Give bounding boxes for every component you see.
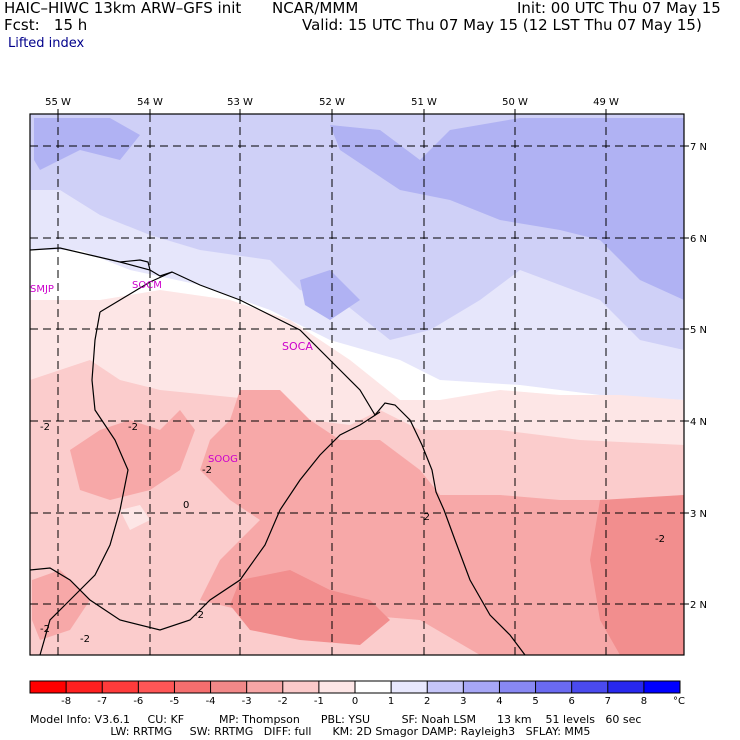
map-frame [29, 113, 685, 656]
legend-tick-label: -4 [206, 696, 216, 707]
border-west [39, 311, 129, 655]
legend-swatch [535, 681, 573, 693]
field-shading [30, 114, 684, 655]
agency-label: NCAR/MMM [272, 0, 359, 17]
shade-pink-4b [590, 495, 684, 655]
legend-tick-label: -8 [61, 696, 71, 707]
legend-swatch [571, 681, 609, 693]
legend-swatch [643, 681, 681, 693]
footer-model-info: Model Info: V3.6.1 CU: KF MP: Thompson P… [30, 713, 642, 726]
lat-label: 3 N [690, 509, 707, 520]
model-title: HAIC–HIWC 13km ARW–GFS init [4, 0, 242, 17]
legend-tick-label: -6 [133, 696, 143, 707]
shade-white-pocket [120, 505, 150, 530]
contour-label: -2 [420, 512, 430, 523]
lat-label: 7 N [690, 142, 707, 153]
legend-tick-label: 7 [605, 696, 611, 707]
lon-label: 54 W [137, 97, 163, 108]
border-inland [30, 411, 381, 631]
contour-labels: -2 -2 -2 -2 -2 -2 -2 -2 0 [40, 422, 665, 645]
lat-label: 6 N [690, 234, 707, 245]
legend-tick-label: 1 [388, 696, 394, 707]
footer-physics: LW: RRTMG SW: RRTMG DIFF: full KM: 2D Sm… [30, 725, 591, 738]
lon-label: 55 W [45, 97, 71, 108]
shade-pink-4 [230, 570, 390, 645]
shade-blue-3c [300, 270, 360, 320]
legend-swatch [499, 681, 537, 693]
contour-label: -2 [40, 422, 50, 433]
legend-tick-label: 6 [568, 696, 574, 707]
tick-marks [57, 109, 689, 605]
legend-tick-label: -7 [97, 696, 107, 707]
legend-tick-label: -1 [314, 696, 324, 707]
legend-swatch [463, 681, 500, 693]
legend-swatch [318, 681, 356, 693]
coastline [30, 247, 526, 655]
lon-labels: 55 W 54 W 53 W 52 W 51 W 50 W 49 W [45, 97, 619, 108]
shade-pink-3b [70, 410, 195, 500]
lon-label: 51 W [411, 97, 437, 108]
color-legend [29, 680, 681, 694]
contour-label: -2 [655, 534, 665, 545]
lat-label: 4 N [690, 417, 707, 428]
legend-swatch [210, 681, 248, 693]
legend-tick-label: 8 [641, 696, 647, 707]
legend-tick-label: -2 [278, 696, 288, 707]
legend-tick-label: -5 [169, 696, 179, 707]
init-time: Init: 00 UTC Thu 07 May 15 [517, 0, 721, 17]
legend-swatch [174, 681, 212, 693]
shade-blue-3 [330, 118, 684, 300]
legend-swatch [282, 681, 320, 693]
legend-tick-label: 0 [352, 696, 358, 707]
contour-label: -2 [194, 610, 204, 621]
lat-label: 2 N [690, 600, 707, 611]
legend-swatch [138, 681, 175, 693]
legend-unit: °C [673, 696, 685, 707]
legend-tick-label: 3 [460, 696, 466, 707]
contour-label: 0 [183, 500, 189, 511]
borders [30, 247, 526, 655]
legend-swatch [607, 681, 645, 693]
legend-swatch [66, 681, 103, 693]
contour-label: -2 [80, 634, 90, 645]
valid-time: Valid: 15 UTC Thu 07 May 15 (12 LST Thu … [302, 16, 702, 34]
border-coast-link [99, 271, 173, 313]
legend-swatch [427, 681, 464, 693]
legend-tick-label: 2 [424, 696, 430, 707]
legend-swatch [391, 681, 428, 693]
lat-labels: 7 N 6 N 5 N 4 N 3 N 2 N [690, 142, 707, 611]
field-name: Lifted index [8, 36, 85, 51]
shade-blue-3b [34, 118, 140, 170]
contour-label: -2 [128, 422, 138, 433]
lon-label: 53 W [227, 97, 253, 108]
contour-label: -2 [40, 624, 50, 635]
shade-pink-3c [32, 570, 90, 640]
legend-tick-label: -3 [242, 696, 252, 707]
lon-label: 50 W [502, 97, 528, 108]
lon-label: 49 W [593, 97, 619, 108]
legend-tick-label: 5 [532, 696, 538, 707]
forecast-hour: Fcst: 15 h [4, 16, 88, 34]
legend-swatch [102, 681, 139, 693]
station-soca: SOCA [282, 340, 313, 353]
station-soog: SOOG [208, 454, 238, 465]
legend-tick-label: 4 [496, 696, 502, 707]
legend-swatch [30, 681, 67, 693]
lon-label: 52 W [319, 97, 345, 108]
station-labels: SMJP SOCM SOCA SOOG [30, 280, 313, 465]
border-suriname-guiana [119, 259, 151, 271]
contour-label: -2 [202, 465, 212, 476]
lat-lon-grid [30, 114, 684, 655]
station-smjp: SMJP [30, 284, 54, 295]
lat-label: 5 N [690, 325, 707, 336]
legend-swatch [246, 681, 284, 693]
station-socm: SOCM [132, 280, 162, 291]
legend-swatch [355, 681, 392, 693]
legend-ticks: -8 -7 -6 -5 -4 -3 -2 -1 0 1 2 3 4 5 6 7 8 [61, 696, 647, 707]
